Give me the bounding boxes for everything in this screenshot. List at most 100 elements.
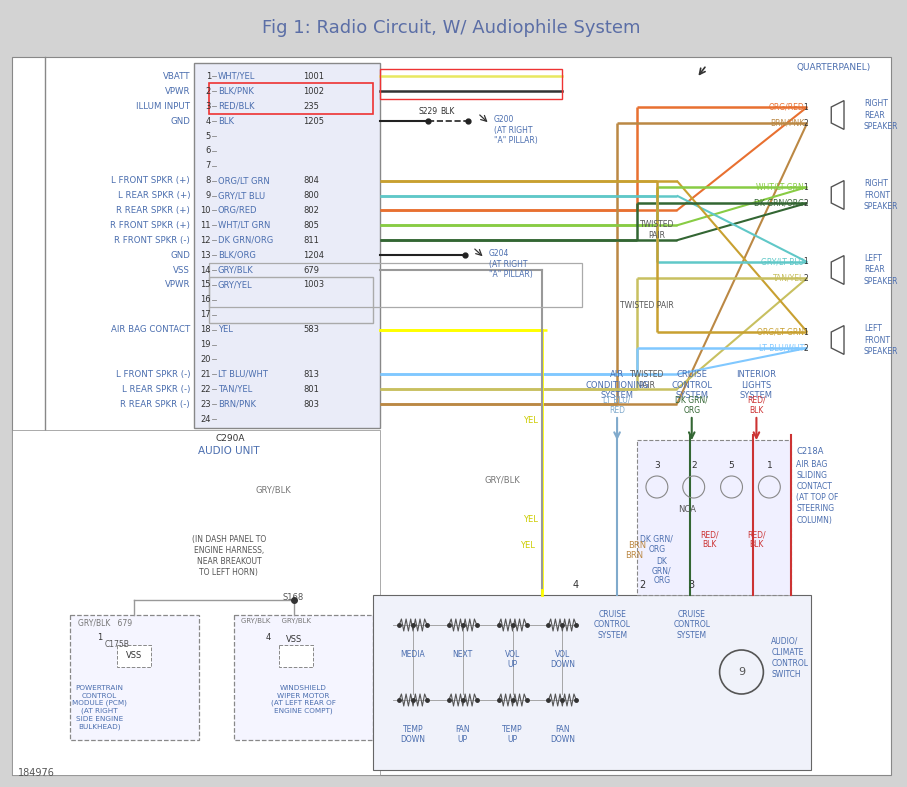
Text: R REAR SPKR (-): R REAR SPKR (-)	[121, 400, 190, 408]
Text: AUDIO UNIT: AUDIO UNIT	[198, 446, 259, 456]
Text: 20: 20	[200, 355, 211, 364]
Text: ORG/LT GRN: ORG/LT GRN	[757, 327, 805, 337]
Text: 23: 23	[200, 400, 211, 408]
Text: 2: 2	[639, 580, 645, 590]
Text: RED/
BLK: RED/ BLK	[747, 396, 766, 415]
Bar	[234, 615, 374, 740]
Text: 3: 3	[654, 461, 659, 470]
Text: 2: 2	[804, 119, 808, 127]
Text: TEMP
DOWN: TEMP DOWN	[401, 725, 425, 744]
Text: BLK/ORG: BLK/ORG	[218, 251, 256, 260]
Text: 3: 3	[688, 580, 695, 590]
Text: TWISTED PAIR: TWISTED PAIR	[620, 301, 674, 309]
Text: CRUISE
CONTROL
SYSTEM: CRUISE CONTROL SYSTEM	[671, 370, 712, 400]
Text: 2: 2	[804, 343, 808, 353]
Text: LT BLU/WHT: LT BLU/WHT	[759, 343, 805, 353]
Bar	[380, 69, 562, 98]
Text: 8: 8	[206, 176, 211, 185]
Text: L REAR SPKR (+): L REAR SPKR (+)	[118, 191, 190, 200]
Text: G200
(AT RIGHT
"A" PILLAR): G200 (AT RIGHT "A" PILLAR)	[493, 115, 538, 145]
Text: AIR BAG
SLIDING
CONTACT
(AT TOP OF
STEERING
COLUMN): AIR BAG SLIDING CONTACT (AT TOP OF STEER…	[796, 460, 839, 524]
Text: RIGHT
REAR
SPEAKER: RIGHT REAR SPEAKER	[863, 99, 899, 131]
Text: CRUISE
CONTROL
SYSTEM: CRUISE CONTROL SYSTEM	[673, 610, 710, 640]
Text: INTERIOR
LIGHTS
SYSTEM: INTERIOR LIGHTS SYSTEM	[736, 370, 776, 400]
Text: GRY/BLK: GRY/BLK	[484, 475, 521, 485]
Text: RED/BLK: RED/BLK	[218, 102, 255, 111]
Text: 14: 14	[200, 265, 211, 275]
Text: LT BLU/
RED: LT BLU/ RED	[603, 396, 630, 415]
Text: BLK/PNK: BLK/PNK	[218, 87, 254, 96]
Text: 17: 17	[200, 310, 211, 320]
Text: 235: 235	[304, 102, 319, 111]
Text: 1: 1	[804, 327, 808, 337]
Text: 10: 10	[200, 206, 211, 215]
Text: 1205: 1205	[304, 116, 325, 126]
Text: 184976: 184976	[18, 768, 54, 778]
Text: QUARTERPANEL): QUARTERPANEL)	[796, 63, 871, 72]
Text: VSS: VSS	[126, 651, 142, 660]
Bar	[209, 83, 374, 114]
Text: 1: 1	[804, 257, 808, 267]
Text: FAN
UP: FAN UP	[455, 725, 470, 744]
Text: GRY/BLK: GRY/BLK	[218, 265, 254, 275]
Text: 1003: 1003	[304, 280, 325, 290]
Text: BRN/PNK: BRN/PNK	[770, 119, 805, 127]
Text: Fig 1: Radio Circuit, W/ Audiophile System: Fig 1: Radio Circuit, W/ Audiophile Syst…	[262, 19, 640, 37]
Text: MEDIA: MEDIA	[401, 650, 425, 659]
Text: YEL: YEL	[218, 325, 233, 334]
Text: 13: 13	[200, 251, 211, 260]
Text: GND: GND	[171, 116, 190, 126]
Text: 1: 1	[766, 461, 772, 470]
Text: ORG/RED: ORG/RED	[218, 206, 258, 215]
Text: 11: 11	[200, 221, 211, 230]
Text: GRY/BLK     GRY/BLK: GRY/BLK GRY/BLK	[241, 618, 311, 624]
Text: WHT/LT GRN: WHT/LT GRN	[218, 221, 270, 230]
Text: 22: 22	[200, 385, 211, 394]
Text: WHT/LT GRN: WHT/LT GRN	[756, 183, 805, 191]
Text: S229: S229	[418, 107, 437, 116]
Bar	[117, 645, 151, 667]
Text: RED/
BLK: RED/ BLK	[747, 530, 766, 549]
Bar	[194, 63, 380, 428]
Text: 4: 4	[206, 116, 211, 126]
Text: VPWR: VPWR	[164, 87, 190, 96]
Text: L FRONT SPKR (+): L FRONT SPKR (+)	[112, 176, 190, 185]
Text: ORG/LT GRN: ORG/LT GRN	[218, 176, 269, 185]
Text: RIGHT
FRONT
SPEAKER: RIGHT FRONT SPEAKER	[863, 179, 899, 211]
Text: 9: 9	[738, 667, 745, 677]
Text: 803: 803	[304, 400, 319, 408]
Bar	[374, 595, 811, 770]
Text: 805: 805	[304, 221, 319, 230]
Text: 19: 19	[200, 340, 211, 349]
Text: 9: 9	[206, 191, 211, 200]
Text: L FRONT SPKR (-): L FRONT SPKR (-)	[115, 370, 190, 379]
Text: AIR
CONDITIONING
SYSTEM: AIR CONDITIONING SYSTEM	[585, 370, 649, 400]
Text: WINDSHIELD
WIPER MOTOR
(AT LEFT REAR OF
ENGINE COMPT): WINDSHIELD WIPER MOTOR (AT LEFT REAR OF …	[271, 685, 336, 715]
Text: C175B: C175B	[104, 640, 130, 649]
Text: 1002: 1002	[304, 87, 325, 96]
Text: 679: 679	[304, 265, 319, 275]
Text: ORG/RED: ORG/RED	[768, 102, 805, 112]
Text: 12: 12	[200, 236, 211, 245]
Text: 24: 24	[200, 415, 211, 423]
Text: 2: 2	[691, 461, 697, 470]
Text: BLK: BLK	[441, 107, 455, 116]
Text: 811: 811	[304, 236, 319, 245]
Text: BRN: BRN	[628, 541, 646, 549]
Text: TWISTED
PAIR: TWISTED PAIR	[639, 220, 674, 240]
Text: S168: S168	[283, 593, 304, 603]
Text: 3: 3	[206, 102, 211, 111]
Bar	[209, 277, 374, 323]
Text: VSS: VSS	[286, 635, 302, 645]
Text: 1204: 1204	[304, 251, 325, 260]
Text: LEFT
REAR
SPEAKER: LEFT REAR SPEAKER	[863, 254, 899, 286]
Text: 2: 2	[804, 198, 808, 208]
Text: CRUISE
CONTROL
SYSTEM: CRUISE CONTROL SYSTEM	[593, 610, 630, 640]
Text: 4: 4	[572, 580, 579, 590]
Text: GRY/BLK   679: GRY/BLK 679	[78, 618, 132, 627]
Text: GND: GND	[171, 251, 190, 260]
Bar	[637, 440, 791, 595]
Text: 18: 18	[200, 325, 211, 334]
Text: GRY/LT BLU: GRY/LT BLU	[762, 257, 805, 267]
Text: 1001: 1001	[304, 72, 325, 81]
